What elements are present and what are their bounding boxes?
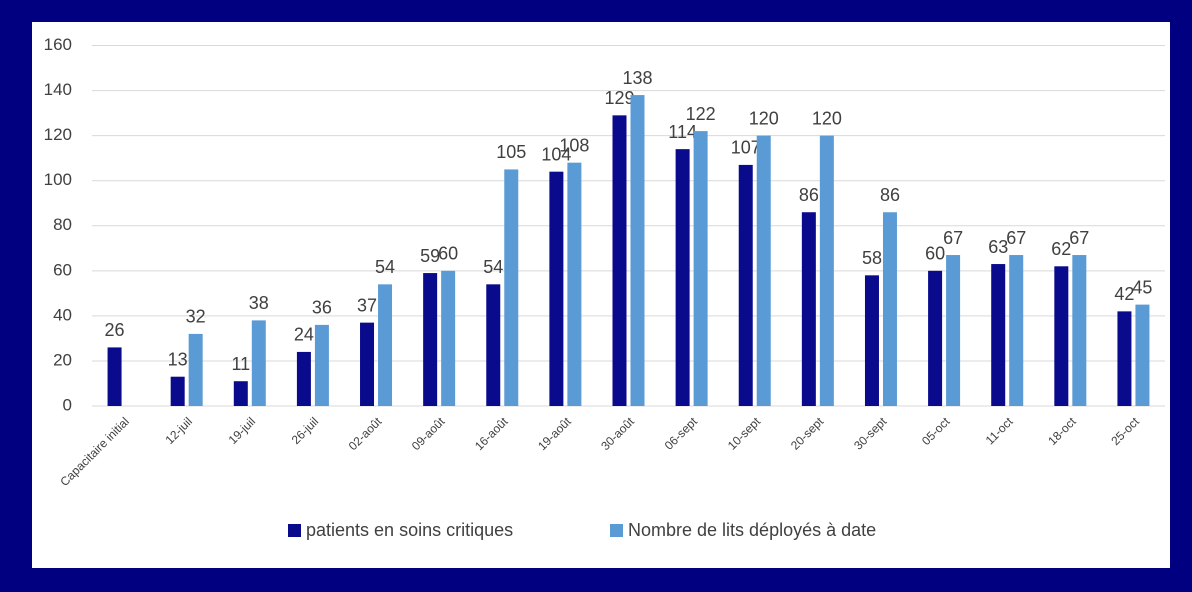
data-label: 122 bbox=[686, 104, 716, 124]
bar bbox=[251, 320, 266, 406]
data-label: 58 bbox=[862, 248, 882, 268]
bar bbox=[1009, 255, 1024, 406]
data-label: 120 bbox=[812, 108, 842, 128]
y-tick-label: 120 bbox=[44, 125, 72, 144]
data-label: 54 bbox=[375, 257, 395, 277]
bar bbox=[567, 162, 582, 406]
data-label: 86 bbox=[799, 185, 819, 205]
bar bbox=[170, 376, 185, 406]
data-label: 24 bbox=[294, 325, 314, 345]
bar bbox=[1117, 311, 1132, 406]
y-tick-label: 0 bbox=[63, 395, 72, 414]
data-label: 37 bbox=[357, 295, 377, 315]
data-label: 26 bbox=[105, 320, 125, 340]
data-label: 105 bbox=[496, 142, 526, 162]
y-tick-label: 20 bbox=[53, 350, 72, 369]
legend-label: Nombre de lits déployés à date bbox=[628, 520, 876, 540]
bar bbox=[486, 284, 501, 406]
bar bbox=[296, 351, 311, 406]
bar bbox=[693, 131, 708, 406]
y-tick-label: 160 bbox=[44, 35, 72, 54]
bar bbox=[1072, 255, 1087, 406]
data-label: 11 bbox=[231, 354, 250, 374]
y-tick-label: 80 bbox=[53, 215, 72, 234]
data-label: 67 bbox=[1069, 228, 1089, 248]
data-label: 60 bbox=[925, 244, 945, 264]
data-label: 114 bbox=[668, 122, 697, 142]
legend-swatch bbox=[610, 524, 623, 537]
data-label: 62 bbox=[1051, 239, 1071, 259]
data-label: 67 bbox=[1006, 228, 1026, 248]
legend-swatch bbox=[288, 524, 301, 537]
legend-label: patients en soins critiques bbox=[306, 520, 513, 540]
data-label: 13 bbox=[168, 349, 188, 369]
data-label: 32 bbox=[186, 307, 206, 327]
bar bbox=[946, 255, 961, 406]
bar bbox=[314, 324, 329, 406]
bar bbox=[1054, 266, 1069, 406]
bar bbox=[360, 322, 375, 406]
bar bbox=[233, 381, 248, 406]
bar bbox=[549, 171, 564, 406]
data-label: 42 bbox=[1114, 284, 1134, 304]
bar bbox=[504, 169, 519, 406]
bar bbox=[612, 115, 627, 407]
y-tick-label: 60 bbox=[53, 260, 72, 279]
y-tick-label: 140 bbox=[44, 80, 72, 99]
bar bbox=[378, 284, 393, 406]
data-label: 108 bbox=[559, 135, 589, 155]
data-label: 107 bbox=[731, 138, 761, 158]
bar bbox=[423, 273, 438, 406]
bar bbox=[441, 270, 456, 406]
data-label: 59 bbox=[420, 246, 440, 266]
data-label: 63 bbox=[988, 237, 1008, 257]
bar bbox=[882, 212, 897, 406]
y-tick-label: 40 bbox=[53, 305, 72, 324]
data-label: 120 bbox=[749, 108, 779, 128]
bar bbox=[864, 275, 879, 406]
bar bbox=[675, 149, 690, 407]
data-label: 54 bbox=[483, 257, 503, 277]
data-label: 38 bbox=[249, 293, 269, 313]
bar bbox=[928, 270, 943, 406]
data-label: 67 bbox=[943, 228, 963, 248]
bar bbox=[738, 164, 753, 406]
bar bbox=[188, 333, 203, 406]
bar bbox=[801, 212, 816, 406]
data-label: 86 bbox=[880, 185, 900, 205]
data-label: 36 bbox=[312, 298, 332, 318]
y-tick-label: 100 bbox=[44, 170, 72, 189]
bar bbox=[756, 135, 771, 406]
chart-area bbox=[32, 22, 1170, 568]
bar bbox=[630, 95, 645, 406]
bar bbox=[991, 264, 1006, 406]
data-label: 129 bbox=[604, 88, 634, 108]
bar bbox=[819, 135, 834, 406]
data-label: 104 bbox=[541, 144, 571, 164]
data-label: 138 bbox=[622, 68, 652, 88]
data-label: 60 bbox=[438, 244, 458, 264]
bar bbox=[1135, 304, 1150, 406]
data-label: 45 bbox=[1132, 277, 1152, 297]
bar bbox=[107, 347, 122, 406]
